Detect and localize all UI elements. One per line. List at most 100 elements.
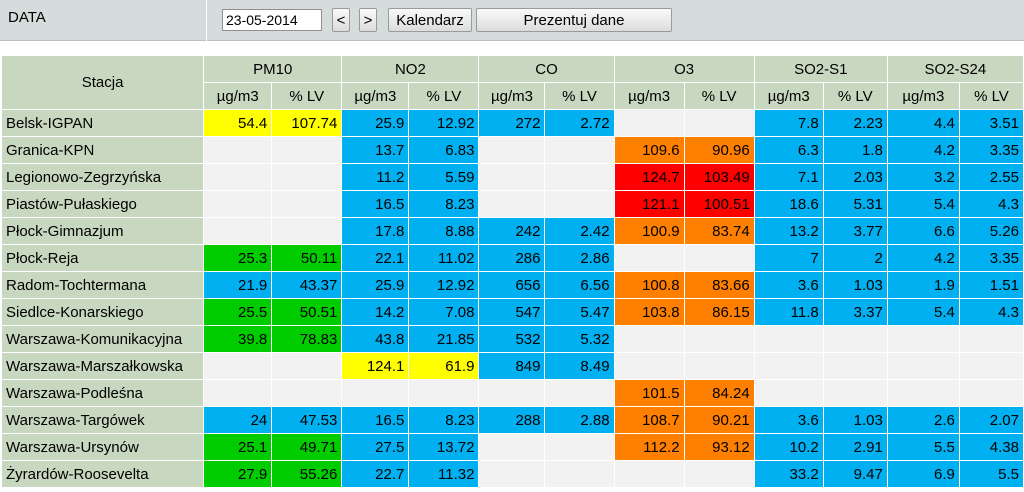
concentration-cell: 121.1	[613, 190, 685, 218]
concentration-cell: 124.1	[341, 352, 410, 380]
percent-lv-cell	[683, 244, 755, 272]
concentration-cell: 4.4	[886, 109, 960, 137]
concentration-cell	[613, 352, 685, 380]
concentration-cell: 3.6	[753, 271, 824, 299]
concentration-cell	[341, 379, 410, 407]
percent-lv-cell: 3.51	[958, 109, 1024, 137]
table-row: Granica-KPN 13.7 6.83 109.6 90.96 6.3 1.8 4.2 3.…	[0, 136, 1024, 164]
air-quality-table: Stacja PM10 NO2 CO O3 SO2-S1 SO2-S24 µg/…	[0, 55, 1024, 488]
percent-lv-cell: 12.92	[408, 109, 480, 137]
percent-lv-cell	[271, 379, 343, 407]
header-row-units: µg/m3% LV µg/m3% LV µg/m3% LV µg/m3% LV µg/m…	[2, 82, 1024, 110]
present-data-button[interactable]: Prezentuj dane	[476, 8, 672, 32]
concentration-cell: 656	[478, 271, 546, 299]
percent-lv-cell: 78.83	[271, 325, 343, 353]
concentration-cell: 7.8	[753, 109, 824, 137]
percent-lv-cell: 2.88	[544, 406, 615, 434]
concentration-cell: 27.5	[341, 433, 410, 461]
concentration-cell: 25.9	[341, 109, 410, 137]
concentration-cell: 24	[203, 406, 273, 434]
unit-header-percent-lv: % LV	[683, 82, 755, 110]
station-name: Żyrardów-Roosevelta	[0, 460, 205, 488]
concentration-cell	[478, 433, 546, 461]
concentration-cell	[203, 136, 273, 164]
concentration-cell	[613, 460, 685, 488]
percent-lv-cell: 4.3	[958, 298, 1024, 326]
percent-lv-cell: 2.55	[958, 163, 1024, 191]
concentration-cell: 16.5	[341, 406, 410, 434]
percent-lv-cell: 2.91	[822, 433, 888, 461]
station-name: Warszawa-Targówek	[0, 406, 205, 434]
percent-lv-cell	[544, 460, 615, 488]
concentration-cell: 242	[478, 217, 546, 245]
concentration-cell	[478, 163, 546, 191]
concentration-cell: 101.5	[613, 379, 685, 407]
toolbar-spacer	[0, 41, 1024, 55]
concentration-cell: 22.1	[341, 244, 410, 272]
percent-lv-cell: 6.83	[408, 136, 480, 164]
concentration-cell: 7.1	[753, 163, 824, 191]
percent-lv-cell: 90.21	[683, 406, 755, 434]
concentration-cell: 112.2	[613, 433, 685, 461]
percent-lv-cell: 93.12	[683, 433, 755, 461]
concentration-cell	[478, 460, 546, 488]
station-name: Warszawa-Ursynów	[0, 433, 205, 461]
percent-lv-cell	[544, 136, 615, 164]
concentration-cell	[203, 379, 273, 407]
percent-lv-cell: 50.51	[271, 298, 343, 326]
percent-lv-cell: 103.49	[683, 163, 755, 191]
unit-header-concentration: µg/m3	[613, 82, 685, 110]
concentration-cell: 3.2	[886, 163, 960, 191]
header-row-groups: Stacja PM10 NO2 CO O3 SO2-S1 SO2-S24	[0, 55, 1024, 110]
concentration-cell: 16.5	[341, 190, 410, 218]
percent-lv-cell: 3.35	[958, 136, 1024, 164]
percent-lv-cell: 84.24	[683, 379, 755, 407]
calendar-button[interactable]: Kalendarz	[388, 8, 472, 32]
percent-lv-cell: 83.66	[683, 271, 755, 299]
concentration-cell: 7	[753, 244, 824, 272]
percent-lv-cell: 1.51	[958, 271, 1024, 299]
percent-lv-cell: 5.47	[544, 298, 615, 326]
station-name: Warszawa-Podleśna	[0, 379, 205, 407]
percent-lv-cell: 5.5	[958, 460, 1024, 488]
concentration-cell: 849	[478, 352, 546, 380]
table-row: Warszawa-Marszałkowska 124.1 61.9 849 8.49	[0, 352, 1024, 380]
percent-lv-cell: 5.32	[544, 325, 615, 353]
percent-lv-cell: 9.47	[822, 460, 888, 488]
table-body: Belsk-IGPAN 54.4 107.74 25.9 12.92 272 2.72 7.8…	[0, 109, 1024, 488]
concentration-cell: 13.7	[341, 136, 410, 164]
concentration-cell: 6.3	[753, 136, 824, 164]
station-name: Płock-Gimnazjum	[0, 217, 205, 245]
concentration-cell: 39.8	[203, 325, 273, 353]
table-row: Siedlce-Konarskiego 25.5 50.51 14.2 7.08 547 5…	[0, 298, 1024, 326]
date-input[interactable]	[222, 9, 322, 31]
station-column-header: Stacja	[0, 55, 205, 110]
percent-lv-cell: 1.8	[822, 136, 888, 164]
percent-lv-cell	[958, 379, 1024, 407]
station-name: Radom-Tochtermana	[0, 271, 205, 299]
concentration-cell: 288	[478, 406, 546, 434]
percent-lv-cell: 11.02	[408, 244, 480, 272]
table-row: Warszawa-Komunikacyjna 39.8 78.83 43.8 21.85…	[0, 325, 1024, 353]
concentration-cell: 5.5	[886, 433, 960, 461]
percent-lv-cell: 90.96	[683, 136, 755, 164]
percent-lv-cell: 2	[822, 244, 888, 272]
percent-lv-cell	[271, 163, 343, 191]
next-day-button[interactable]: >	[359, 8, 377, 32]
percent-lv-cell	[544, 379, 615, 407]
concentration-cell: 4.2	[886, 244, 960, 272]
previous-day-button[interactable]: <	[332, 8, 350, 32]
percent-lv-cell	[544, 190, 615, 218]
unit-header-concentration: µg/m3	[341, 82, 410, 110]
table-row: Płock-Reja 25.3 50.11 22.1 11.02 286 2.86 7 2 4.2…	[0, 244, 1024, 272]
percent-lv-cell: 4.38	[958, 433, 1024, 461]
percent-lv-cell: 100.51	[683, 190, 755, 218]
table-row: Warszawa-Targówek 24 47.53 16.5 8.23 288 2.88 1…	[0, 406, 1024, 434]
concentration-cell: 103.8	[613, 298, 685, 326]
percent-lv-cell: 8.23	[408, 190, 480, 218]
concentration-cell: 18.6	[753, 190, 824, 218]
percent-lv-cell	[683, 460, 755, 488]
percent-lv-cell: 1.03	[822, 406, 888, 434]
percent-lv-cell: 55.26	[271, 460, 343, 488]
percent-lv-cell: 5.31	[822, 190, 888, 218]
